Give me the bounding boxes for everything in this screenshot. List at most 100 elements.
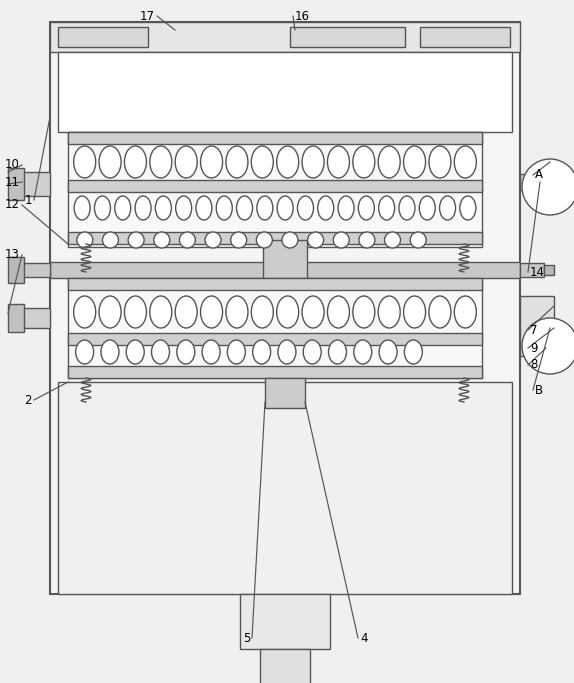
Bar xyxy=(8,257,24,283)
Ellipse shape xyxy=(333,232,349,248)
Ellipse shape xyxy=(152,340,169,364)
Ellipse shape xyxy=(99,146,121,178)
Circle shape xyxy=(522,159,574,215)
Ellipse shape xyxy=(154,232,170,248)
Bar xyxy=(263,240,307,278)
Ellipse shape xyxy=(404,146,425,178)
Ellipse shape xyxy=(73,296,96,328)
Text: 13: 13 xyxy=(5,249,20,262)
Ellipse shape xyxy=(251,296,273,328)
Ellipse shape xyxy=(95,196,110,220)
Ellipse shape xyxy=(379,340,397,364)
Bar xyxy=(520,174,540,190)
Ellipse shape xyxy=(202,340,220,364)
Ellipse shape xyxy=(175,146,197,178)
Ellipse shape xyxy=(378,296,400,328)
Ellipse shape xyxy=(429,296,451,328)
Ellipse shape xyxy=(103,232,118,248)
Ellipse shape xyxy=(227,340,245,364)
Ellipse shape xyxy=(404,340,422,364)
Ellipse shape xyxy=(303,340,321,364)
Bar xyxy=(50,22,520,594)
Bar xyxy=(68,278,482,378)
Ellipse shape xyxy=(454,146,476,178)
Ellipse shape xyxy=(180,232,195,248)
Ellipse shape xyxy=(76,340,94,364)
Ellipse shape xyxy=(226,296,248,328)
Bar xyxy=(520,263,544,277)
Bar xyxy=(240,594,330,649)
Bar xyxy=(68,366,482,378)
Text: A: A xyxy=(535,169,543,182)
Ellipse shape xyxy=(175,296,197,328)
Ellipse shape xyxy=(135,196,151,220)
Text: 12: 12 xyxy=(5,199,20,212)
Bar xyxy=(50,22,520,52)
Bar xyxy=(68,333,482,345)
Ellipse shape xyxy=(196,196,212,220)
Ellipse shape xyxy=(410,232,426,248)
Ellipse shape xyxy=(253,340,271,364)
Bar xyxy=(22,172,50,196)
Bar xyxy=(58,27,148,47)
Ellipse shape xyxy=(99,296,121,328)
Ellipse shape xyxy=(338,196,354,220)
Ellipse shape xyxy=(101,340,119,364)
Bar xyxy=(526,333,546,357)
Text: 8: 8 xyxy=(530,359,537,372)
Ellipse shape xyxy=(277,196,293,220)
Ellipse shape xyxy=(297,196,313,220)
Text: 17: 17 xyxy=(140,10,155,23)
Text: 4: 4 xyxy=(360,632,367,645)
Ellipse shape xyxy=(278,340,296,364)
Ellipse shape xyxy=(216,196,232,220)
Bar xyxy=(68,278,482,290)
Bar xyxy=(8,304,24,332)
Ellipse shape xyxy=(177,340,195,364)
Ellipse shape xyxy=(359,232,375,248)
Bar xyxy=(520,296,554,356)
Ellipse shape xyxy=(353,146,375,178)
Ellipse shape xyxy=(378,146,400,178)
Ellipse shape xyxy=(354,340,372,364)
Ellipse shape xyxy=(251,146,273,178)
Bar xyxy=(22,263,50,277)
Ellipse shape xyxy=(277,296,298,328)
Bar xyxy=(68,132,482,144)
Ellipse shape xyxy=(454,296,476,328)
Ellipse shape xyxy=(318,196,333,220)
Text: 1: 1 xyxy=(25,193,32,206)
Bar xyxy=(68,180,482,192)
Bar xyxy=(58,52,512,132)
Ellipse shape xyxy=(74,196,90,220)
Bar xyxy=(22,308,50,328)
Bar xyxy=(265,378,305,408)
Ellipse shape xyxy=(128,232,144,248)
Bar xyxy=(68,132,482,247)
Ellipse shape xyxy=(429,146,451,178)
Text: 10: 10 xyxy=(5,158,20,171)
Ellipse shape xyxy=(150,146,172,178)
Ellipse shape xyxy=(257,196,273,220)
Ellipse shape xyxy=(115,196,131,220)
Text: B: B xyxy=(535,383,543,397)
Bar xyxy=(8,168,24,200)
Ellipse shape xyxy=(277,146,298,178)
Bar xyxy=(420,27,510,47)
Ellipse shape xyxy=(200,296,223,328)
Circle shape xyxy=(522,318,574,374)
Ellipse shape xyxy=(302,296,324,328)
Ellipse shape xyxy=(205,232,221,248)
Ellipse shape xyxy=(176,196,192,220)
Ellipse shape xyxy=(126,340,144,364)
Ellipse shape xyxy=(150,296,172,328)
Ellipse shape xyxy=(379,196,395,220)
Bar xyxy=(58,382,512,594)
Ellipse shape xyxy=(385,232,401,248)
Ellipse shape xyxy=(125,146,146,178)
Text: 9: 9 xyxy=(530,342,537,354)
Bar xyxy=(260,649,310,683)
Ellipse shape xyxy=(73,146,96,178)
Text: 7: 7 xyxy=(530,324,537,337)
Bar xyxy=(50,262,520,278)
